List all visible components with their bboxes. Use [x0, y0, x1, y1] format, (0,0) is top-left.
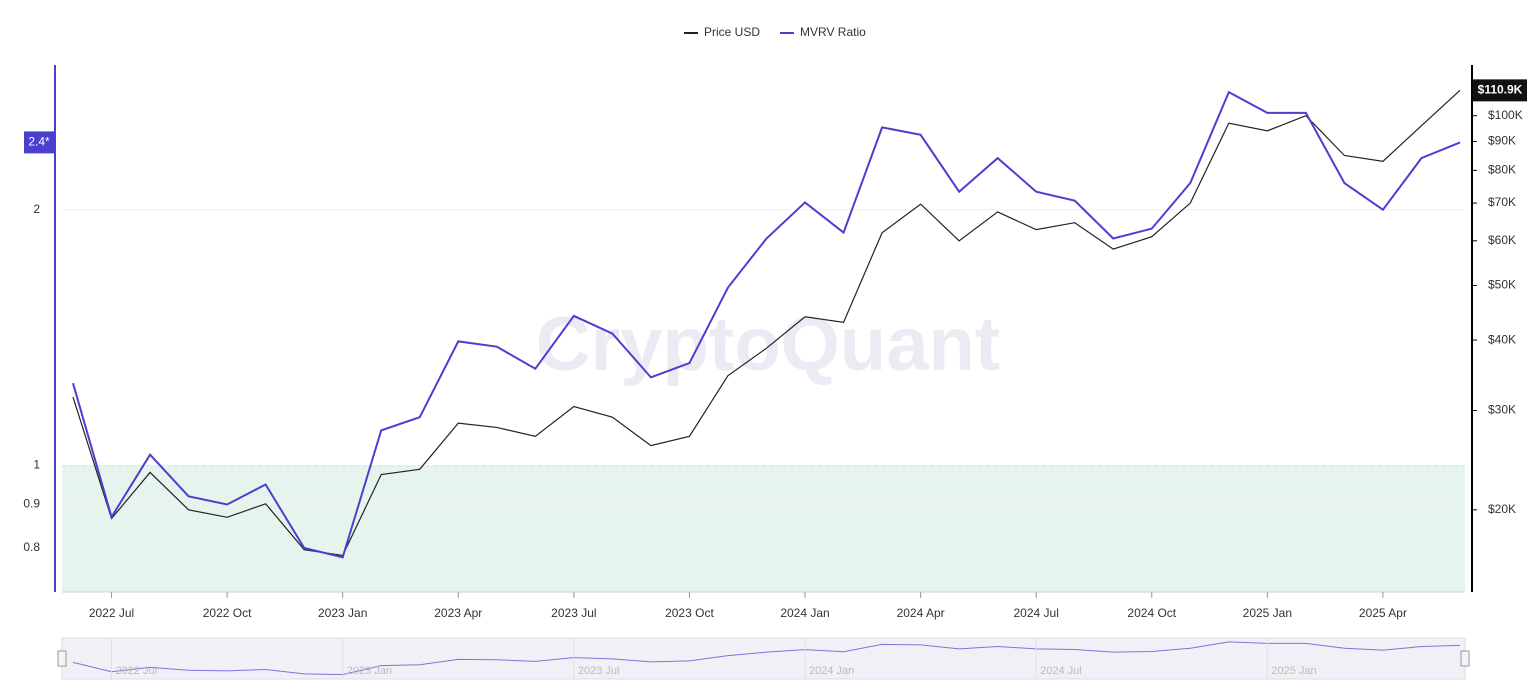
y-tick-label: 0.9: [23, 497, 40, 511]
y-tick-label: 0.8: [23, 540, 40, 554]
last-value-label: 2.4*: [28, 135, 50, 149]
navigator-tick-label: 2025 Jan: [1271, 665, 1316, 677]
y2-tick-label: $60K: [1488, 233, 1516, 247]
y2-tick-label: $100K: [1488, 108, 1523, 122]
x-tick-label: 2024 Jan: [780, 606, 829, 620]
series-line: [72, 90, 1461, 559]
navigator-handle[interactable]: [1460, 650, 1470, 667]
legend-label: MVRV Ratio: [800, 25, 866, 39]
y-tick-label: 2: [33, 202, 40, 216]
x-tick-label: 2023 Apr: [434, 606, 482, 620]
navigator-handle[interactable]: [57, 650, 67, 667]
x-tick-label: 2025 Jan: [1243, 606, 1292, 620]
watermark: CryptoQuant: [536, 302, 1000, 387]
x-tick-label: 2025 Apr: [1359, 606, 1407, 620]
x-tick-label: 2022 Jul: [89, 606, 134, 620]
x-tick-label: 2023 Jul: [551, 606, 596, 620]
y2-tick-label: $20K: [1488, 502, 1516, 516]
series-line: [72, 89, 1461, 557]
y2-tick-label: $70K: [1488, 195, 1516, 209]
y2-tick-label: $80K: [1488, 163, 1516, 177]
y2-tick-label: $40K: [1488, 332, 1516, 346]
y2-tick-label: $50K: [1488, 278, 1516, 292]
navigator-tick-label: 2023 Jan: [347, 665, 392, 677]
navigator-line: [72, 641, 1461, 676]
navigator-tick-label: 2022 Jul: [116, 665, 158, 677]
last-value-badge: [1473, 79, 1527, 102]
y-tick-label: 1: [33, 458, 40, 472]
below-threshold-area: [62, 465, 1465, 592]
y2-tick-label: $30K: [1488, 403, 1516, 417]
x-tick-label: 2024 Oct: [1127, 606, 1176, 620]
x-tick-label: 2024 Jul: [1014, 606, 1059, 620]
x-tick-label: 2024 Apr: [897, 606, 945, 620]
y2-tick-label: $90K: [1488, 134, 1516, 148]
legend-label: Price USD: [704, 25, 760, 39]
x-tick-label: 2023 Oct: [665, 606, 714, 620]
last-value-badge: [24, 131, 55, 154]
navigator-tick-label: 2023 Jul: [578, 665, 620, 677]
navigator-tick-label: 2024 Jan: [809, 665, 854, 677]
x-tick-label: 2022 Oct: [203, 606, 252, 620]
x-tick-label: 2023 Jan: [318, 606, 367, 620]
navigator: [61, 637, 1466, 680]
navigator-tick-label: 2024 Jul: [1040, 665, 1082, 677]
last-value-label: $110.9K: [1478, 83, 1523, 97]
